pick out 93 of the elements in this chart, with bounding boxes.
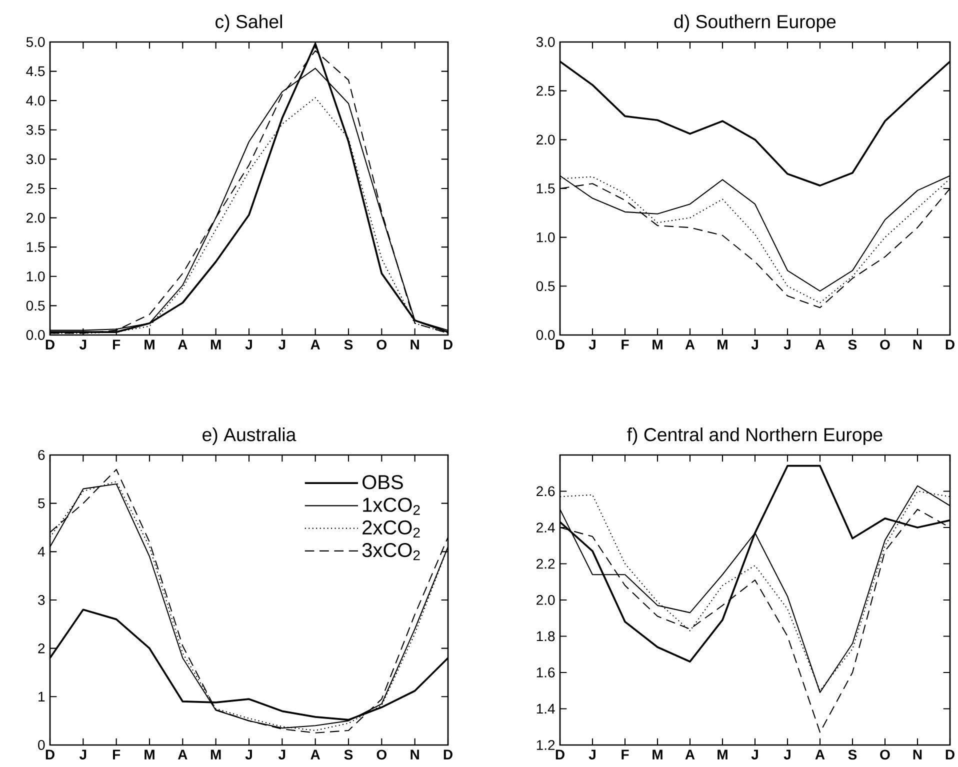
y-tick-label: 4.5 (26, 66, 45, 76)
x-tick-label: A (685, 340, 695, 350)
y-tick-label: 2.6 (536, 486, 555, 496)
y-tick-label: 1.5 (26, 242, 45, 252)
x-tick-label: J (784, 750, 790, 760)
x-tick-label: N (410, 750, 419, 760)
x-tick-label: D (556, 750, 564, 760)
x-tick-label: J (245, 340, 252, 350)
y-tick-label: 4.0 (26, 96, 45, 106)
y-tick-label: 2.5 (26, 184, 45, 194)
y-tick-label: 2.0 (536, 595, 555, 605)
x-tick-label: F (113, 750, 120, 760)
y-tick-label: 1.2 (536, 740, 555, 750)
legend-label: 2xCO$_{2}$ (362, 520, 420, 538)
y-tick-label: 2.5 (536, 86, 555, 96)
chart-title: c) Sahel (216, 14, 282, 32)
x-tick-label: F (622, 340, 629, 350)
x-tick-label: S (848, 340, 857, 350)
x-tick-label: A (685, 750, 695, 760)
x-tick-label: J (278, 340, 286, 350)
chart-title: d) Southern Europe (674, 14, 836, 32)
y-tick-label: 3 (38, 595, 45, 605)
x-tick-label: J (79, 340, 86, 350)
x-tick-label: M (718, 340, 728, 350)
y-tick-label: 3.5 (26, 124, 45, 135)
x-tick-label: A (815, 340, 825, 350)
y-tick-label: 4 (38, 546, 45, 556)
y-tick-label: 1.5 (536, 184, 555, 194)
x-tick-label: D (444, 750, 452, 760)
x-tick-label: A (310, 340, 320, 350)
y-tick-label: 3.0 (26, 154, 45, 164)
y-tick-label: 1.4 (536, 704, 555, 714)
x-tick-label: O (376, 340, 387, 350)
x-tick-label: D (556, 340, 564, 350)
legend-label: 1xCO$_{2}$ (363, 498, 420, 515)
x-tick-label: M (652, 340, 662, 350)
y-tick-label: 6 (38, 450, 45, 460)
x-tick-label: M (144, 340, 154, 350)
x-tick-label: N (913, 340, 922, 350)
x-tick-label: D (946, 750, 954, 760)
y-tick-label: 2 (38, 643, 45, 654)
x-tick-label: J (751, 340, 758, 350)
x-tick-label: F (622, 750, 629, 760)
chart-title: e) Australia (202, 428, 296, 445)
y-tick-label: 2.0 (26, 212, 45, 223)
x-tick-label: M (652, 750, 662, 760)
x-tick-label: J (588, 750, 596, 760)
y-tick-label: 0.0 (26, 330, 45, 340)
x-tick-label: S (848, 750, 857, 760)
y-tick-label: 0.0 (536, 330, 555, 340)
x-tick-label: J (784, 340, 790, 350)
x-tick-label: M (718, 750, 728, 760)
legend-label: 3xCO$_{2}$ (362, 542, 420, 560)
y-tick-label: 2.4 (536, 522, 555, 532)
y-tick-label: 2.0 (536, 134, 555, 145)
y-tick-label: 5 (38, 498, 45, 508)
y-tick-label: 0.5 (26, 300, 45, 311)
x-tick-label: M (210, 340, 221, 350)
y-tick-label: 1.0 (26, 271, 45, 282)
x-tick-label: M (144, 750, 154, 760)
x-tick-label: D (46, 750, 54, 760)
x-tick-label: O (880, 340, 890, 350)
y-tick-label: 0.5 (536, 281, 555, 292)
y-tick-label: 1.6 (536, 668, 555, 678)
y-tick-label: 1.0 (536, 232, 555, 242)
x-tick-label: A (815, 750, 825, 760)
y-tick-label: 1.8 (536, 631, 555, 642)
x-tick-label: J (588, 340, 596, 350)
x-tick-label: N (410, 340, 419, 350)
x-tick-label: D (444, 340, 452, 350)
x-tick-label: J (79, 750, 86, 760)
x-tick-label: F (113, 340, 120, 350)
y-tick-label: 5.0 (26, 37, 45, 47)
x-tick-label: S (344, 340, 353, 350)
x-tick-label: J (751, 750, 758, 760)
y-tick-label: 2.2 (536, 558, 555, 569)
x-tick-label: A (178, 340, 188, 350)
x-tick-label: N (913, 750, 922, 760)
x-tick-label: A (310, 750, 320, 760)
x-tick-label: D (46, 340, 54, 350)
x-tick-label: D (946, 340, 954, 350)
x-tick-label: J (278, 750, 286, 760)
x-tick-label: S (344, 750, 353, 760)
x-tick-label: M (210, 750, 221, 760)
x-tick-label: J (245, 750, 252, 760)
y-tick-label: 1 (38, 692, 45, 702)
chart-title: f) Central and Northern Europe (627, 428, 882, 445)
legend-label: OBS (362, 475, 403, 490)
y-tick-label: 3.0 (536, 37, 555, 47)
x-tick-label: O (376, 750, 387, 760)
y-tick-label: 0 (38, 740, 45, 750)
x-tick-label: O (880, 750, 890, 760)
x-tick-label: A (178, 750, 188, 760)
